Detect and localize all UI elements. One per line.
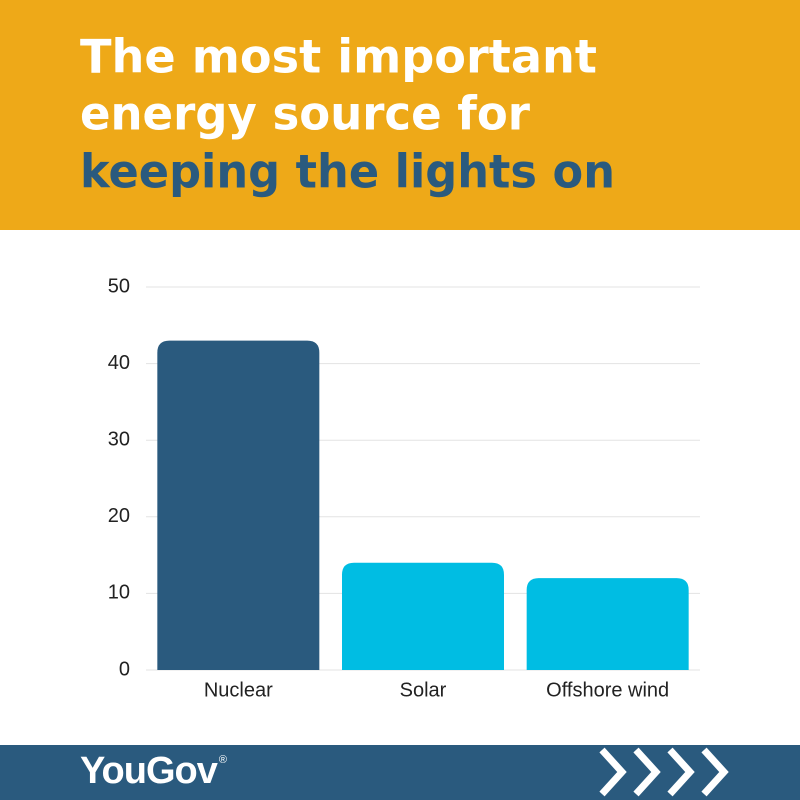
x-tick-label: Nuclear — [204, 679, 273, 701]
header-band — [0, 0, 800, 230]
title-line-highlight: keeping the lights on — [80, 145, 615, 199]
y-tick-label: 20 — [108, 505, 130, 527]
chevron — [599, 747, 627, 797]
chevron — [633, 747, 661, 797]
y-tick-label: 10 — [108, 582, 130, 604]
bar — [526, 578, 689, 670]
plot: 0 10 20 30 40 50 Nuclear Solar Offshore wind — [108, 275, 700, 701]
x-tick-label: Offshore wind — [546, 679, 669, 701]
y-tick-label: 30 — [108, 428, 130, 450]
brand: YouGov — [80, 750, 218, 792]
bar — [157, 340, 320, 670]
x-tick-label: Solar — [400, 679, 447, 701]
footer-band — [0, 745, 800, 800]
chevrons — [599, 747, 729, 797]
title-line: The most important — [80, 30, 597, 84]
chevron — [667, 747, 695, 797]
chevron — [701, 747, 729, 797]
brand-mark: ® — [219, 754, 227, 766]
y-tick-label: 50 — [108, 275, 130, 297]
y-tick-label: 40 — [108, 352, 130, 374]
y-tick-label: 0 — [119, 658, 130, 680]
title-line: energy source for — [80, 87, 530, 141]
bar — [342, 562, 504, 670]
